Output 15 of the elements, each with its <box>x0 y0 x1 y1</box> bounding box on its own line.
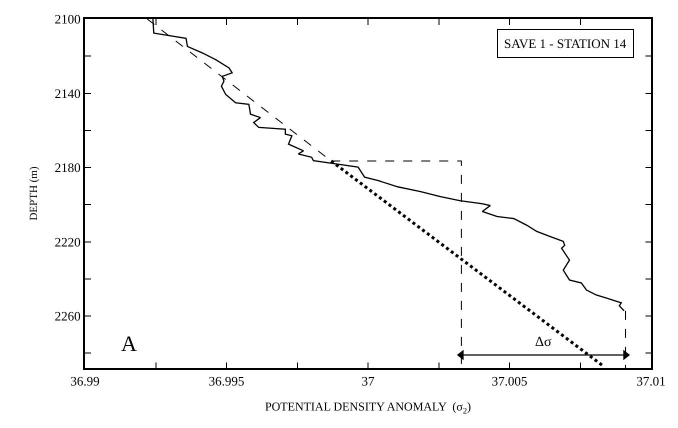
x-axis-title: POTENTIAL DENSITY ANOMALY (σ$_{2}$) <box>264 400 472 416</box>
x-tick-label: 37.005 <box>492 373 528 388</box>
x-tick-label: 37.01 <box>636 373 666 388</box>
y-tick-label: 2220 <box>54 234 81 250</box>
annotation: Δσ <box>535 335 552 350</box>
x-tick-label: 36.99 <box>70 373 100 388</box>
y-tick-label: 2140 <box>54 86 81 101</box>
annotation: SAVE 1 - STATION 14 <box>504 36 627 51</box>
x-tick-label: 37 <box>362 373 375 388</box>
annotation: A <box>121 331 137 356</box>
y-axis-title: DEPTH (m) <box>28 166 40 221</box>
x-tick-label: 36.995 <box>208 373 244 388</box>
y-tick-label: 2260 <box>54 308 81 324</box>
y-tick-label: 2100 <box>54 12 81 27</box>
y-tick-label: 2180 <box>54 160 81 176</box>
